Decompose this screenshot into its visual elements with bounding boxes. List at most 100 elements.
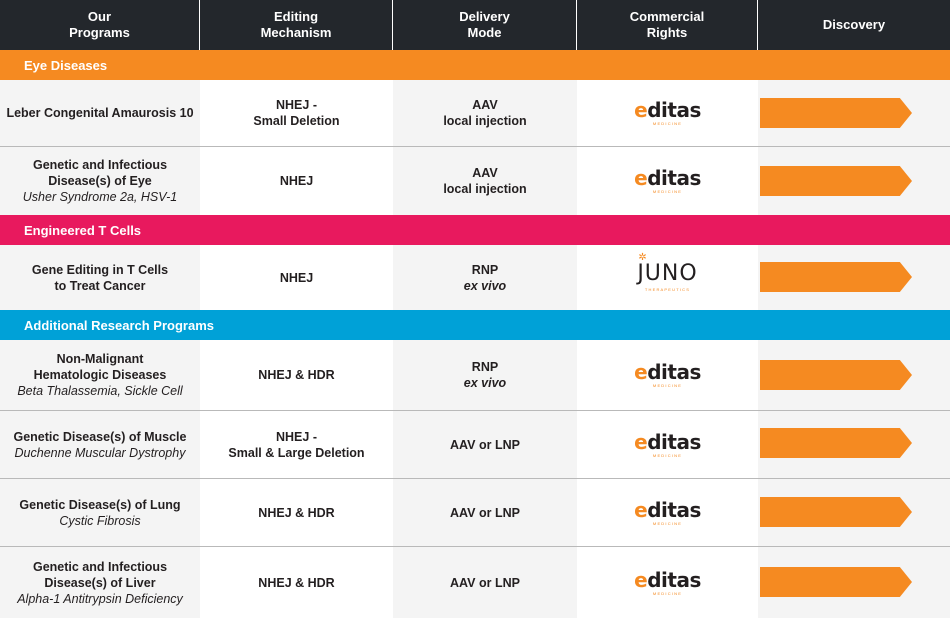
table-row: Non-Malignant Hematologic Diseases Beta … bbox=[0, 340, 950, 410]
program-cell: Genetic Disease(s) of Lung Cystic Fibros… bbox=[0, 479, 200, 546]
program-cell: Leber Congenital Amaurosis 10 bbox=[0, 80, 200, 146]
discovery-arrow bbox=[760, 166, 912, 196]
editas-logo-e: e bbox=[634, 166, 648, 190]
delivery-cell: RNP ex vivo bbox=[393, 245, 577, 310]
editas-logo-e: e bbox=[634, 98, 648, 122]
discovery-cell bbox=[758, 80, 950, 146]
program-subtitle: Duchenne Muscular Dystrophy bbox=[14, 445, 186, 460]
program-cell: Non-Malignant Hematologic Diseases Beta … bbox=[0, 340, 200, 410]
delivery-mode: AAV local injection bbox=[443, 166, 527, 196]
table-header: Our Programs Editing Mechanism Delivery … bbox=[0, 0, 950, 50]
discovery-cell bbox=[758, 147, 950, 215]
delivery-mode: RNP bbox=[471, 360, 499, 374]
program-name: Non-Malignant Hematologic Diseases bbox=[33, 352, 167, 382]
program-cell: Genetic and Infectious Disease(s) of Liv… bbox=[0, 547, 200, 618]
delivery-mode: RNP bbox=[471, 262, 499, 277]
discovery-cell bbox=[758, 411, 950, 478]
editas-logo-e: e bbox=[634, 360, 648, 384]
program-subtitle: Cystic Fibrosis bbox=[59, 513, 141, 528]
editas-logo-sub: MEDICINE bbox=[652, 189, 683, 194]
editas-logo: editas MEDICINE bbox=[634, 362, 701, 388]
header-delivery: Delivery Mode bbox=[393, 0, 577, 50]
discovery-arrow bbox=[760, 428, 912, 458]
delivery-cell: AAV or LNP bbox=[393, 411, 577, 478]
delivery-mode: AAV local injection bbox=[443, 98, 527, 128]
delivery-mode: AAV or LNP bbox=[450, 575, 520, 590]
mechanism-cell: NHEJ & HDR bbox=[200, 479, 393, 546]
delivery-cell: AAV local injection bbox=[393, 80, 577, 146]
editas-logo: editas MEDICINE bbox=[634, 570, 701, 596]
rights-cell: editas MEDICINE bbox=[577, 547, 758, 618]
juno-star-icon: ✲ bbox=[638, 252, 648, 263]
table-row: Genetic Disease(s) of Muscle Duchenne Mu… bbox=[0, 411, 950, 478]
table-row: Genetic Disease(s) of Lung Cystic Fibros… bbox=[0, 479, 950, 546]
juno-logo-sub: THERAPEUTICS bbox=[644, 287, 691, 292]
discovery-cell bbox=[758, 547, 950, 618]
editas-logo-e: e bbox=[634, 429, 648, 454]
editas-logo-e: e bbox=[634, 497, 648, 522]
editas-logo-rest: ditas bbox=[647, 567, 701, 592]
header-rights: Commercial Rights bbox=[577, 0, 758, 50]
program-cell: Genetic and Infectious Disease(s) of Eye… bbox=[0, 147, 200, 215]
rights-cell: ✲ JUNO THERAPEUTICS bbox=[577, 245, 758, 310]
delivery-cell: AAV or LNP bbox=[393, 547, 577, 618]
rights-cell: editas MEDICINE bbox=[577, 411, 758, 478]
editas-logo-sub: MEDICINE bbox=[652, 383, 683, 388]
program-cell: Gene Editing in T Cells to Treat Cancer bbox=[0, 245, 200, 310]
program-name: Genetic and Infectious Disease(s) of Liv… bbox=[32, 559, 168, 590]
header-discovery: Discovery bbox=[822, 17, 886, 32]
delivery-cell: RNP ex vivo bbox=[393, 340, 577, 410]
juno-logo-text: JUNO bbox=[637, 261, 698, 286]
program-subtitle: Usher Syndrome 2a, HSV-1 bbox=[22, 190, 178, 204]
rights-cell: editas MEDICINE bbox=[577, 340, 758, 410]
discovery-cell bbox=[758, 245, 950, 310]
mechanism-cell: NHEJ & HDR bbox=[200, 340, 393, 410]
delivery-cell: AAV or LNP bbox=[393, 479, 577, 546]
mechanism-cell: NHEJ - Small Deletion bbox=[200, 80, 393, 146]
editas-logo: editas MEDICINE bbox=[634, 168, 701, 194]
row-divider bbox=[0, 546, 950, 547]
row-divider bbox=[0, 146, 950, 147]
discovery-arrow bbox=[760, 567, 912, 597]
editas-logo-sub: MEDICINE bbox=[652, 590, 683, 596]
discovery-arrow bbox=[760, 360, 912, 390]
delivery-mode: AAV or LNP bbox=[450, 437, 520, 452]
program-subtitle: Beta Thalassemia, Sickle Cell bbox=[17, 384, 183, 398]
section-additional-research: Additional Research Programs bbox=[0, 310, 950, 340]
program-cell: Genetic Disease(s) of Muscle Duchenne Mu… bbox=[0, 411, 200, 478]
delivery-cell: AAV local injection bbox=[393, 147, 577, 215]
mechanism-cell: NHEJ bbox=[200, 147, 393, 215]
editas-logo: editas MEDICINE bbox=[634, 500, 701, 526]
editas-logo-e: e bbox=[634, 567, 648, 592]
mechanism-cell: NHEJ & HDR bbox=[200, 547, 393, 618]
table-row: Leber Congenital Amaurosis 10 NHEJ - Sma… bbox=[0, 80, 950, 146]
mechanism-cell: NHEJ - Small & Large Deletion bbox=[200, 411, 393, 478]
editas-logo-rest: ditas bbox=[647, 497, 701, 522]
discovery-cell bbox=[758, 479, 950, 546]
row-divider bbox=[0, 410, 950, 411]
program-name: Gene Editing in T Cells to Treat Cancer bbox=[31, 262, 169, 293]
discovery-arrow bbox=[760, 497, 912, 527]
program-name: Genetic Disease(s) of Lung bbox=[19, 497, 181, 512]
section-engineered-t-cells: Engineered T Cells bbox=[0, 215, 950, 245]
discovery-cell bbox=[758, 340, 950, 410]
row-divider bbox=[0, 478, 950, 479]
delivery-mode-italic: ex vivo bbox=[463, 376, 507, 390]
program-name: Genetic and Infectious Disease(s) of Eye bbox=[32, 158, 168, 188]
discovery-arrow bbox=[760, 98, 912, 128]
editas-logo-sub: MEDICINE bbox=[652, 520, 683, 526]
header-mechanism: Editing Mechanism bbox=[200, 0, 393, 50]
table-row: Gene Editing in T Cells to Treat Cancer … bbox=[0, 245, 950, 310]
juno-logo: ✲ JUNO THERAPEUTICS bbox=[637, 253, 698, 293]
editas-logo: editas MEDICINE bbox=[634, 432, 701, 458]
editas-logo-rest: ditas bbox=[647, 360, 701, 384]
editas-logo-sub: MEDICINE bbox=[652, 121, 683, 126]
delivery-mode: AAV or LNP bbox=[450, 505, 520, 520]
editas-logo-sub: MEDICINE bbox=[652, 452, 683, 458]
editas-logo-rest: ditas bbox=[647, 166, 701, 190]
table-row: Genetic and Infectious Disease(s) of Eye… bbox=[0, 147, 950, 215]
rights-cell: editas MEDICINE bbox=[577, 147, 758, 215]
program-name: Genetic Disease(s) of Muscle bbox=[13, 429, 187, 444]
editas-logo-rest: ditas bbox=[647, 98, 701, 122]
header-programs: Our Programs bbox=[0, 0, 200, 50]
